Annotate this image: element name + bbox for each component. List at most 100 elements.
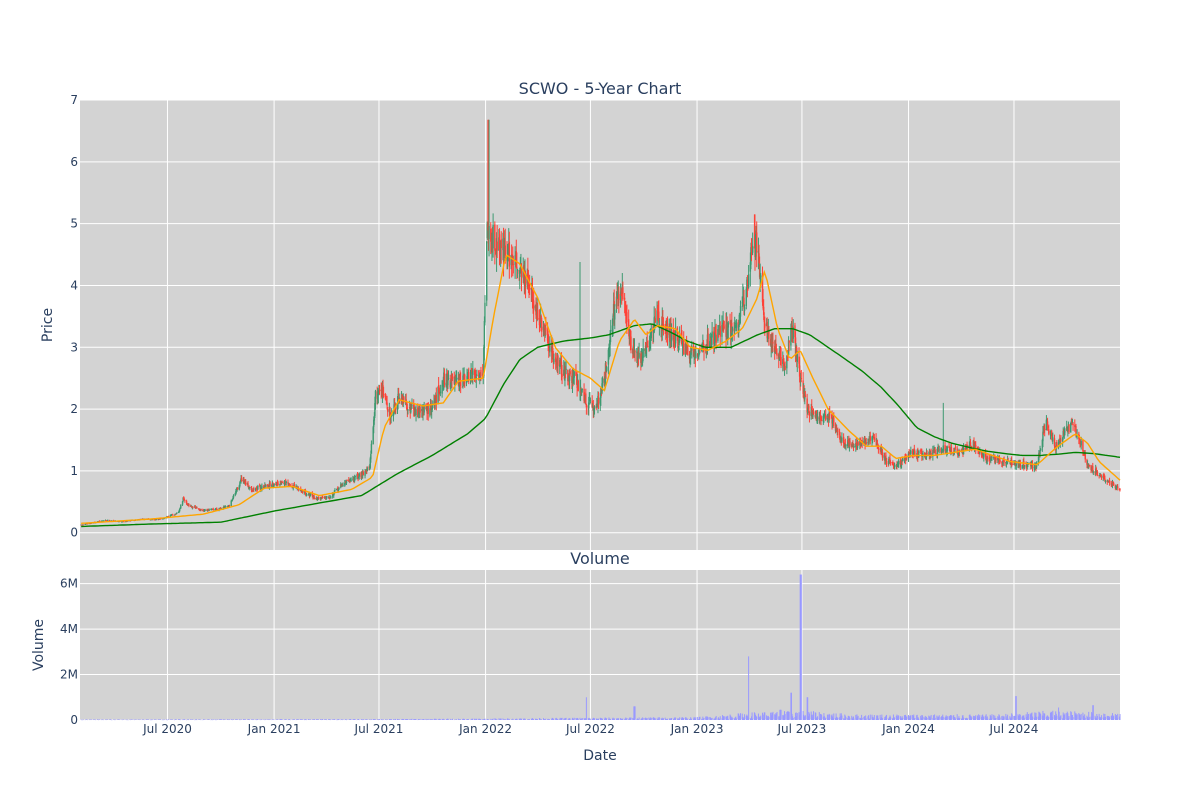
candle — [801, 370, 802, 382]
candle — [488, 120, 489, 257]
candle — [959, 450, 960, 456]
candle — [176, 512, 177, 514]
volume-bar — [545, 719, 546, 720]
volume-bar — [537, 719, 538, 720]
volume-bar — [411, 719, 412, 720]
volume-bar — [298, 719, 299, 720]
candle — [707, 328, 708, 347]
volume-bar — [541, 719, 542, 720]
volume-bar — [622, 719, 623, 720]
volume-bar — [829, 715, 830, 720]
candle — [784, 362, 785, 371]
candle — [1052, 433, 1053, 445]
candle — [253, 487, 254, 492]
volume-bar — [1120, 714, 1121, 720]
candle — [955, 444, 956, 450]
volume-bar — [213, 719, 214, 720]
volume-bar — [635, 706, 636, 720]
volume-bar — [509, 719, 510, 720]
volume-bar — [314, 719, 315, 720]
volume-bar — [732, 718, 733, 720]
price-y-tick-label: 6 — [70, 155, 78, 169]
date-x-tick-label: Jul 2021 — [354, 722, 404, 736]
volume-bar — [618, 719, 619, 720]
volume-bar — [655, 719, 656, 720]
candle — [444, 368, 445, 387]
volume-bar — [996, 718, 997, 720]
volume-bar — [691, 719, 692, 720]
volume-bar — [586, 697, 587, 720]
candle — [586, 404, 587, 415]
volume-bar — [720, 716, 721, 720]
candle — [282, 481, 283, 484]
volume-bar — [1069, 716, 1070, 720]
candle — [642, 339, 643, 362]
volume-bar — [1004, 716, 1005, 720]
candle — [192, 506, 193, 508]
candle — [541, 318, 542, 337]
volume-bar — [963, 718, 964, 720]
candle — [695, 345, 696, 359]
volume-bar — [148, 719, 149, 720]
candle — [492, 213, 493, 257]
candle — [932, 446, 933, 461]
candle — [805, 391, 806, 397]
volume-bar — [724, 716, 725, 720]
volume-bar — [257, 719, 258, 720]
volume-bar — [890, 717, 891, 720]
candle — [823, 415, 824, 423]
candle — [1109, 478, 1110, 486]
candle — [618, 286, 619, 313]
volume-bar — [172, 719, 173, 720]
candle — [894, 463, 895, 470]
candle — [1044, 424, 1045, 436]
candle — [622, 282, 623, 301]
candle — [363, 470, 364, 475]
candle — [849, 438, 850, 447]
candle — [494, 221, 495, 264]
volume-bar — [979, 715, 980, 720]
volume-bar — [845, 717, 846, 720]
volume-bar — [1048, 717, 1049, 720]
candle — [991, 456, 992, 461]
candle — [184, 500, 185, 503]
candle — [350, 477, 351, 481]
volume-bar — [793, 718, 794, 720]
candle — [934, 447, 935, 455]
candle — [574, 371, 575, 385]
candle — [172, 514, 173, 516]
candle — [821, 416, 822, 421]
volume-bar — [1064, 713, 1065, 720]
volume-bar — [695, 717, 696, 720]
volume-y-tick-label: 4M — [60, 622, 78, 636]
candle — [257, 485, 258, 490]
volume-bar — [667, 719, 668, 720]
volume-y-tick-label: 2M — [60, 668, 78, 682]
candle — [1032, 460, 1033, 471]
volume-bar — [420, 719, 421, 720]
candle — [569, 368, 570, 376]
candle — [886, 458, 887, 467]
candle — [740, 300, 741, 323]
volume-bar — [821, 715, 822, 720]
volume-bar — [460, 719, 461, 720]
volume-bar — [416, 719, 417, 720]
candle — [472, 361, 473, 384]
candle — [338, 487, 339, 490]
candle — [1060, 435, 1061, 442]
price-y-tick-label: 3 — [70, 340, 78, 354]
volume-bar — [310, 719, 311, 720]
volume-bar — [987, 719, 988, 720]
candle — [367, 466, 368, 471]
candle — [1117, 484, 1118, 490]
volume-bar — [874, 715, 875, 720]
candle — [330, 496, 331, 499]
candle — [1101, 475, 1102, 480]
candle — [585, 389, 586, 405]
date-x-tick-label: Jan 2022 — [458, 722, 512, 736]
candle — [387, 407, 388, 417]
volume-bar — [160, 719, 161, 720]
candle — [277, 481, 278, 485]
candle — [829, 406, 830, 420]
